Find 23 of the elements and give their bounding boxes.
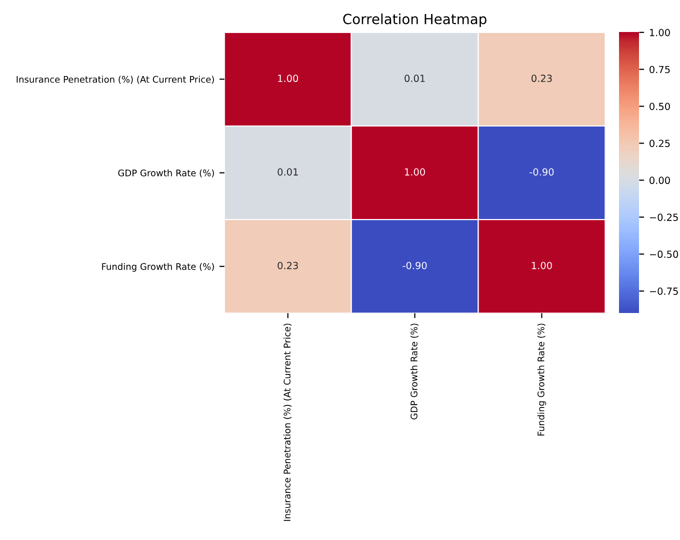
x-tick-label: GDP Growth Rate (%) [410,324,418,420]
y-tick-label: Insurance Penetration (%) (At Current Price) [16,76,214,84]
data-label: 1.00 [278,74,298,82]
data-label: 1.00 [532,262,552,270]
color-bar-label: −0.50 [650,250,678,258]
data-label: 0.23 [532,74,552,82]
data-label: 0.01 [404,74,425,82]
color-bar-label: 0.00 [650,176,670,184]
data-label: -0.90 [402,262,427,270]
data-label: -0.90 [530,168,554,176]
x-tick-label: Funding Growth Rate (%) [537,324,546,436]
color-bar-label: 1.00 [650,28,670,36]
y-tick-label: Funding Growth Rate (%) [102,262,214,272]
color-bar-label: 0.75 [650,66,670,74]
y-tick-label: GDP Growth Rate (%) [118,169,214,178]
color-bar-label: −0.75 [650,288,678,295]
color-bar-label: 0.50 [650,102,670,110]
chart-title: Correlation Heatmap [343,14,486,27]
color-bar-label: −0.25 [650,214,678,221]
data-label: 1.00 [405,168,425,176]
data-label: 0.01 [278,168,298,176]
color-bar-label: 0.25 [650,140,670,148]
data-label: 0.23 [278,262,298,270]
